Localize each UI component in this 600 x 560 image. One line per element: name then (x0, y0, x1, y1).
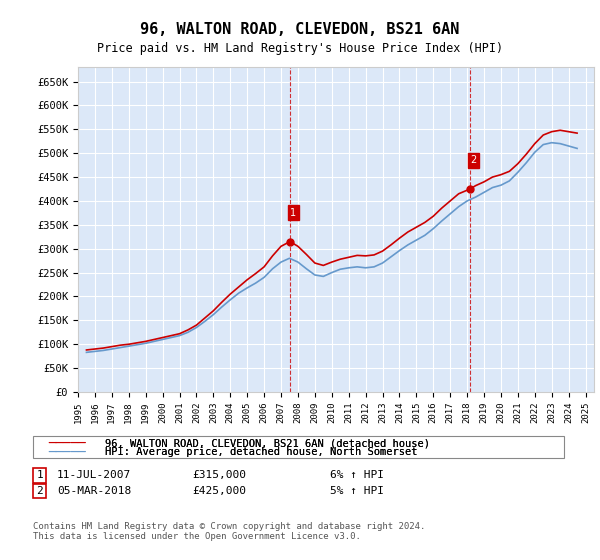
Text: £315,000: £315,000 (192, 470, 246, 480)
Text: ─────: ───── (48, 446, 86, 459)
Text: Price paid vs. HM Land Registry's House Price Index (HPI): Price paid vs. HM Land Registry's House … (97, 42, 503, 55)
Text: 1: 1 (36, 470, 43, 480)
Text: 6% ↑ HPI: 6% ↑ HPI (330, 470, 384, 480)
Text: HPI: Average price, detached house, North Somerset: HPI: Average price, detached house, Nort… (105, 447, 418, 458)
Text: ─────: ───── (48, 437, 86, 450)
Text: 96, WALTON ROAD, CLEVEDON, BS21 6AN (detached house): 96, WALTON ROAD, CLEVEDON, BS21 6AN (det… (105, 438, 430, 449)
Text: 11-JUL-2007: 11-JUL-2007 (57, 470, 131, 480)
Text: ─────: ───── (48, 437, 86, 450)
Text: 2: 2 (36, 486, 43, 496)
Text: Contains HM Land Registry data © Crown copyright and database right 2024.
This d: Contains HM Land Registry data © Crown c… (33, 522, 425, 542)
Text: 96, WALTON ROAD, CLEVEDON, BS21 6AN: 96, WALTON ROAD, CLEVEDON, BS21 6AN (140, 22, 460, 38)
Text: 2: 2 (470, 155, 476, 165)
Text: 96, WALTON ROAD, CLEVEDON, BS21 6AN (detached house): 96, WALTON ROAD, CLEVEDON, BS21 6AN (det… (105, 438, 430, 449)
Text: £425,000: £425,000 (192, 486, 246, 496)
Text: 5% ↑ HPI: 5% ↑ HPI (330, 486, 384, 496)
Text: 1: 1 (290, 208, 296, 218)
Text: HPI: Average price, detached house, North Somerset: HPI: Average price, detached house, Nort… (105, 447, 418, 458)
Text: 05-MAR-2018: 05-MAR-2018 (57, 486, 131, 496)
Text: ─────: ───── (48, 446, 86, 459)
